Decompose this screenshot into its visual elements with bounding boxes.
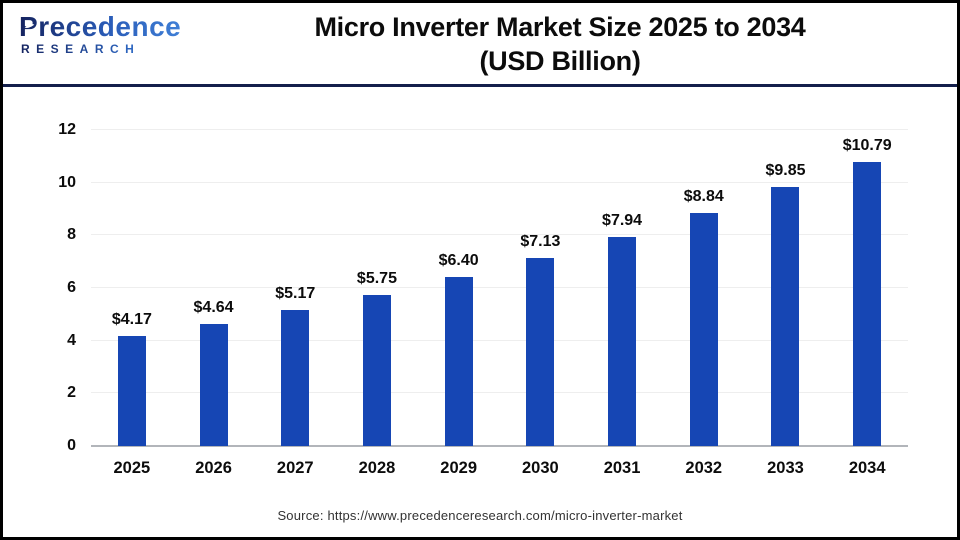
x-axis-label-2033: 2033 <box>767 459 804 477</box>
bar-value-label: $10.79 <box>842 136 892 154</box>
x-axis-label-2030: 2030 <box>522 459 559 477</box>
bar-2032 <box>689 213 718 446</box>
x-axis-labels: 2025 2026 2027 2028 2029 2030 2031 2032 2033 2034 <box>91 459 908 478</box>
bar-2028 <box>362 294 391 446</box>
bar-value-label: $5.75 <box>356 269 397 287</box>
chart-title-line1: Micro Inverter Market Size 2025 to 2034 <box>314 12 806 42</box>
bar-slot-2030: $7.13 <box>500 130 582 446</box>
x-axis-label-2026: 2026 <box>195 459 232 477</box>
precedence-logo: Precedence RESEARCH <box>3 3 201 57</box>
y-tick-label: 12 <box>58 121 76 138</box>
bar-2031 <box>608 236 637 446</box>
bar-2033 <box>771 186 800 446</box>
gridline <box>91 392 908 394</box>
bar-slot-2034: $10.79 <box>826 130 908 446</box>
x-axis-line <box>91 445 908 447</box>
x-axis-label-2025: 2025 <box>113 459 151 477</box>
x-axis-label-2029: 2029 <box>440 459 478 477</box>
x-axis-label-2032: 2032 <box>685 459 723 477</box>
bar-slot-2027: $5.17 <box>254 130 336 446</box>
gridline <box>91 234 908 236</box>
chart-title-line2: (USD Billion) <box>479 46 641 76</box>
y-tick-label: 2 <box>67 384 76 402</box>
gridline <box>91 339 908 341</box>
y-tick-label: 6 <box>67 279 76 296</box>
logo-wordmark: Precedence <box>19 13 181 41</box>
bar-slots: $4.17 $4.64 $5.17 $5.75 $6.40 $7.13 $7.94 $8.84… <box>91 130 908 446</box>
x-axis-label-2034: 2034 <box>848 459 886 477</box>
plot-area: $4.17 $4.64 $5.17 $5.75 $6.40 $7.13 $7.94 $8.84… <box>91 129 908 447</box>
bar-slot-2028: $5.75 <box>336 130 418 446</box>
bar-value-label: $6.40 <box>438 252 479 270</box>
bar-2029 <box>444 277 473 446</box>
source-citation: Source: https://www.precedenceresearch.c… <box>277 508 683 523</box>
bar-value-label: $7.13 <box>520 233 561 251</box>
bar-2027 <box>281 309 310 446</box>
y-tick-label: 10 <box>58 173 76 191</box>
bar-value-label: $4.64 <box>193 298 234 316</box>
bar-2026 <box>199 323 228 446</box>
bar-value-label: $4.17 <box>111 311 152 329</box>
gridline <box>91 129 908 130</box>
x-axis-label-2027: 2027 <box>276 459 314 477</box>
gridline <box>91 287 908 288</box>
header: Precedence RESEARCH Micro Inverter Marke… <box>3 3 957 84</box>
y-tick-label: 8 <box>67 226 76 244</box>
y-tick-label: 0 <box>67 437 76 454</box>
logo-subtitle: RESEARCH <box>21 42 141 56</box>
chart-title-block: Micro Inverter Market Size 2025 to 2034 … <box>201 3 919 78</box>
header-divider <box>3 84 957 87</box>
bar-chart: 0 2 4 6 8 10 12 $4.17 $4.64 $5.17 $5.75 $6.40 $7.13… <box>3 87 957 537</box>
y-tick-label: 4 <box>67 331 76 349</box>
bar-slot-2029: $6.40 <box>418 130 500 446</box>
bar-slot-2031: $7.94 <box>581 130 663 446</box>
bar-2030 <box>526 258 555 446</box>
bar-value-label: $8.84 <box>683 188 724 206</box>
bar-slot-2032: $8.84 <box>663 130 745 446</box>
y-axis-tick-labels: 0 2 4 6 8 10 12 <box>3 87 76 537</box>
bar-slot-2025: $4.17 <box>91 130 173 446</box>
bar-value-label: $9.85 <box>765 161 806 179</box>
bar-slot-2026: $4.64 <box>173 130 255 446</box>
gridline <box>91 181 908 183</box>
bar-2034 <box>853 161 882 446</box>
bar-slot-2033: $9.85 <box>745 130 827 446</box>
x-axis-label-2028: 2028 <box>358 459 396 477</box>
bar-value-label: $5.17 <box>275 284 316 302</box>
x-axis-label-2031: 2031 <box>603 459 641 477</box>
bar-value-label: $7.94 <box>602 211 643 229</box>
logo-word-rest: recedence <box>38 11 182 42</box>
bar-2025 <box>117 336 146 446</box>
